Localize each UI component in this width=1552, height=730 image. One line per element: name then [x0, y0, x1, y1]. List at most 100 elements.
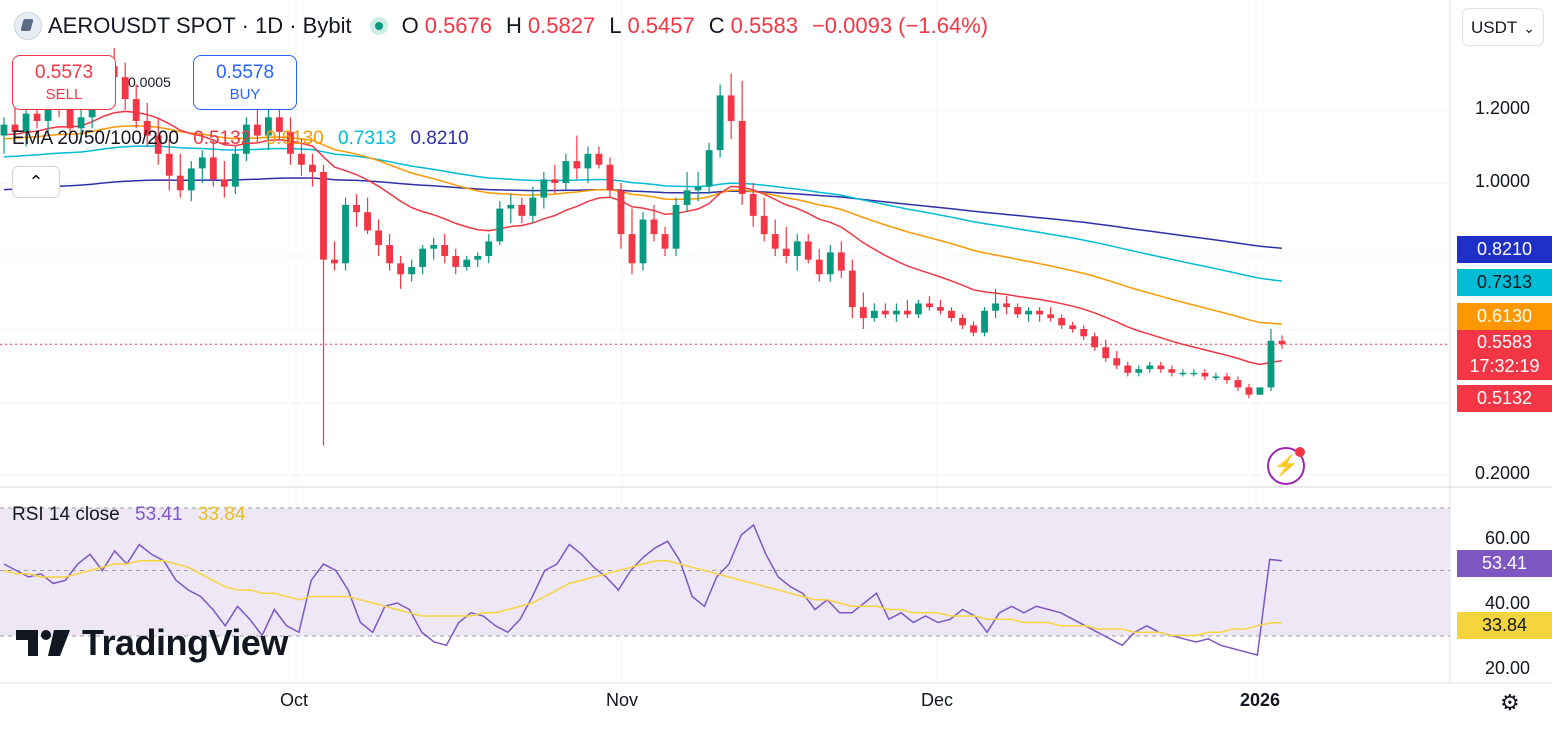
candle-body — [1201, 372, 1209, 377]
ema50-price-tag: 0.6130 — [1457, 303, 1552, 330]
rsi-ma-tag: 33.84 — [1457, 612, 1552, 639]
coin-logo-icon — [14, 12, 42, 40]
candle-body — [1245, 387, 1253, 395]
candle-body — [694, 186, 702, 191]
candle-body — [132, 99, 140, 121]
candle-body — [1267, 340, 1275, 388]
ohlc-open-label: O — [401, 13, 419, 38]
ohlc-low-value: 0.5457 — [627, 13, 695, 38]
candle-body — [1003, 303, 1010, 308]
buy-price: 0.5578 — [215, 62, 275, 83]
candle-body — [11, 124, 19, 132]
rsi-band — [0, 507, 1450, 637]
candle-body — [331, 259, 338, 264]
candle-body — [1014, 307, 1022, 315]
candle-body — [903, 310, 911, 315]
candle-body — [463, 259, 471, 267]
candles — [0, 47, 1286, 446]
candle-body — [253, 124, 261, 136]
candle-body — [309, 164, 316, 173]
candle-body — [1069, 325, 1077, 329]
candle-body — [1135, 369, 1143, 373]
candle-body — [1168, 369, 1176, 373]
candle-body — [1047, 314, 1055, 319]
candle-body — [959, 318, 966, 326]
rsi-legend[interactable]: RSI 14 close 53.41 33.84 — [12, 504, 255, 526]
candle-body — [452, 256, 460, 267]
candle-body — [121, 77, 129, 100]
candle-body — [727, 95, 735, 121]
chevron-up-icon: ⌃ — [28, 172, 44, 192]
candle-body — [220, 179, 228, 187]
candle-body — [1113, 358, 1121, 366]
price-axis-tick: 1.2000 — [1474, 98, 1530, 118]
ema20-price-tag: 0.5132 — [1457, 385, 1552, 412]
candle-body — [584, 153, 592, 169]
rsi-ma-line — [3, 560, 1283, 637]
ohlc-close-label: C — [708, 13, 725, 38]
candle-body — [892, 310, 900, 315]
candle-body — [176, 175, 184, 191]
rsi-axis-tick: 40.00 — [1484, 593, 1530, 613]
candle-body — [364, 212, 371, 231]
candle-body — [650, 219, 658, 235]
candle-body — [496, 208, 504, 242]
rsi-axis-tick: 20.00 — [1484, 658, 1530, 678]
sell-label: SELL — [45, 86, 83, 103]
candle-body — [264, 117, 272, 136]
candle-body — [915, 303, 922, 315]
candle-body — [551, 179, 559, 183]
rsi-axis-tick: 60.00 — [1484, 528, 1530, 548]
tradingview-watermark: TradingView — [16, 622, 288, 664]
candle-body — [187, 168, 195, 191]
candle-body — [848, 270, 856, 308]
time-axis-tick: 2026 — [1240, 690, 1281, 710]
candle-body — [1179, 372, 1187, 375]
candle-body — [1124, 365, 1132, 373]
candle-body — [804, 241, 812, 260]
collapse-legend-button[interactable]: ⌃ — [12, 166, 60, 198]
ohlc-low-label: L — [609, 13, 622, 38]
market-status-icon — [369, 17, 388, 35]
settings-gear-icon[interactable]: ⚙ — [1500, 690, 1520, 715]
candle-body — [342, 204, 349, 264]
candle-body — [1102, 347, 1110, 359]
candle-body — [298, 153, 305, 165]
candle-body — [716, 95, 724, 151]
chevron-down-icon: ⌄ — [1523, 20, 1535, 36]
candle-body — [386, 245, 394, 264]
candle-body — [1080, 329, 1088, 337]
ema-lines — [0, 110, 1450, 366]
candle-body — [661, 234, 669, 249]
candle-body — [419, 248, 427, 267]
currency-select[interactable]: USDT ⌄ — [1462, 8, 1544, 46]
sell-button[interactable]: 0.5573 SELL — [12, 55, 116, 110]
ohlc-high-value: 0.5827 — [527, 13, 596, 38]
buy-button[interactable]: 0.5578 BUY — [193, 55, 297, 110]
candle-body — [628, 234, 636, 264]
candle-body — [1234, 380, 1242, 388]
candle-body — [881, 310, 889, 315]
alert-bolt-icon[interactable]: ⚡ — [1267, 447, 1305, 485]
last-price: 0.5583 — [1476, 332, 1533, 352]
candle-body — [1157, 365, 1165, 370]
candle-body — [276, 117, 283, 132]
ema-legend[interactable]: EMA 20/50/100/200 0.5132 0.6130 0.7313 0… — [12, 128, 478, 150]
ema200-value: 0.8210 — [410, 128, 469, 149]
candle-body — [320, 172, 327, 260]
watermark-text: TradingView — [82, 622, 288, 663]
candle-body — [595, 153, 603, 165]
candle-body — [22, 113, 30, 132]
ema50-line — [3, 125, 1283, 326]
candle-body — [518, 204, 526, 216]
candle-body — [242, 124, 250, 154]
candle-body — [0, 124, 8, 136]
candle-body — [1091, 336, 1099, 348]
candle-body — [859, 307, 867, 319]
candle-body — [926, 303, 933, 308]
symbol-title[interactable]: AEROUSDT SPOT · 1D · Bybit — [48, 13, 352, 38]
rsi-ma-value: 33.84 — [197, 504, 246, 525]
ema100-line — [3, 145, 1283, 282]
candle-body — [397, 263, 405, 275]
